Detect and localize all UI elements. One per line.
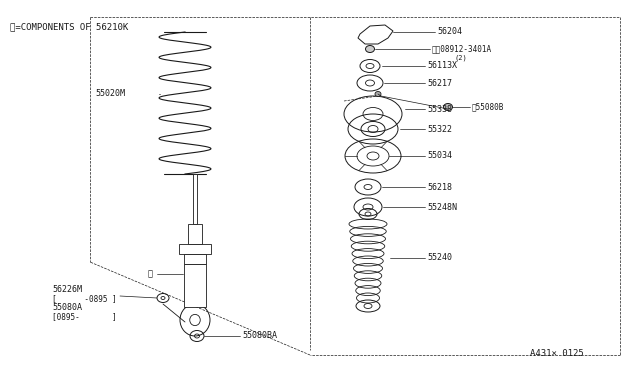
- Ellipse shape: [365, 45, 374, 52]
- Text: 56113X: 56113X: [427, 61, 457, 71]
- Text: ※55080B: ※55080B: [472, 103, 504, 112]
- Text: 55322: 55322: [427, 125, 452, 134]
- Text: 56218: 56218: [427, 183, 452, 192]
- Text: 55248N: 55248N: [427, 202, 457, 212]
- Text: ※ⓕ08912-3401A: ※ⓕ08912-3401A: [432, 45, 492, 54]
- Text: 55338: 55338: [427, 105, 452, 113]
- Text: 55080A: 55080A: [52, 304, 82, 312]
- Text: 56204: 56204: [437, 28, 462, 36]
- Ellipse shape: [444, 103, 452, 110]
- Text: 55020M: 55020M: [95, 90, 125, 99]
- Text: ※=COMPONENTS OF 56210K: ※=COMPONENTS OF 56210K: [10, 22, 128, 32]
- Bar: [184, 254, 206, 264]
- Text: 55240: 55240: [427, 253, 452, 263]
- Text: 55080BA: 55080BA: [242, 331, 277, 340]
- Text: 55034: 55034: [427, 151, 452, 160]
- Text: 56217: 56217: [427, 78, 452, 87]
- Bar: [188, 224, 202, 244]
- Text: ※: ※: [148, 269, 153, 279]
- Text: (2): (2): [455, 55, 468, 61]
- Bar: [184, 264, 206, 307]
- Ellipse shape: [375, 92, 381, 96]
- Bar: [193, 174, 197, 224]
- Text: 56226M: 56226M: [52, 285, 82, 295]
- Polygon shape: [358, 25, 393, 44]
- Bar: [179, 244, 211, 254]
- Text: A431× 0125: A431× 0125: [530, 350, 584, 359]
- Text: [0895-       ]: [0895- ]: [52, 312, 116, 321]
- Text: [      -0895 ]: [ -0895 ]: [52, 295, 116, 304]
